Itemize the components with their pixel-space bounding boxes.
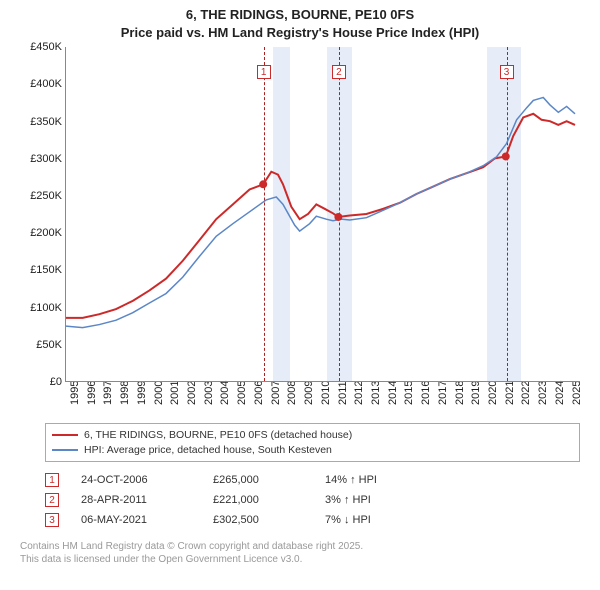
series-line	[66, 98, 575, 328]
y-axis-label: £100K	[20, 302, 62, 314]
sale-row: 1 24-OCT-2006 £265,000 14% ↑ HPI	[45, 470, 580, 490]
x-axis-label: 2023	[537, 381, 549, 405]
x-axis-label: 2014	[387, 381, 399, 405]
x-axis-label: 2017	[437, 381, 449, 405]
x-axis-label: 2021	[504, 381, 516, 405]
x-axis-label: 2019	[470, 381, 482, 405]
sale-delta: 7% ↓ HPI	[325, 514, 425, 526]
y-axis-label: £350K	[20, 116, 62, 128]
sale-row-number: 2	[45, 493, 59, 507]
legend-swatch	[52, 449, 78, 451]
sale-point	[502, 153, 510, 161]
title-line-1: 6, THE RIDINGS, BOURNE, PE10 0FS	[0, 6, 600, 24]
series-line	[66, 114, 575, 318]
x-axis-label: 2013	[370, 381, 382, 405]
x-axis-label: 1998	[119, 381, 131, 405]
x-axis-label: 2010	[320, 381, 332, 405]
y-axis-label: £50K	[20, 339, 62, 351]
x-axis-label: 2025	[571, 381, 583, 405]
footer-line-2: This data is licensed under the Open Gov…	[20, 553, 580, 566]
x-axis-label: 2004	[219, 381, 231, 405]
plot-area: 1 2 3	[65, 47, 580, 382]
x-axis-label: 2020	[487, 381, 499, 405]
sale-point	[334, 213, 342, 221]
x-axis-label: 2018	[454, 381, 466, 405]
sale-date: 06-MAY-2021	[81, 514, 191, 526]
x-axis-label: 1999	[136, 381, 148, 405]
y-axis-label: £200K	[20, 227, 62, 239]
x-axis-label: 2008	[286, 381, 298, 405]
sale-point	[259, 180, 267, 188]
sale-row-number: 1	[45, 473, 59, 487]
sale-row: 2 28-APR-2011 £221,000 3% ↑ HPI	[45, 490, 580, 510]
x-axis-label: 2009	[303, 381, 315, 405]
x-axis-label: 2015	[403, 381, 415, 405]
legend-row: 6, THE RIDINGS, BOURNE, PE10 0FS (detach…	[52, 428, 573, 443]
y-axis-label: £250K	[20, 190, 62, 202]
sale-delta: 3% ↑ HPI	[325, 494, 425, 506]
chart: £0 £50K £100K £150K £200K £250K £300K £350K £400…	[20, 47, 580, 417]
sale-row-number: 3	[45, 513, 59, 527]
legend-swatch	[52, 434, 78, 436]
y-axis-label: £300K	[20, 153, 62, 165]
x-axis-label: 1997	[102, 381, 114, 405]
x-axis-label: 2005	[236, 381, 248, 405]
sale-price: £265,000	[213, 474, 303, 486]
x-axis-label: 2022	[520, 381, 532, 405]
footer: Contains HM Land Registry data © Crown c…	[20, 540, 580, 566]
footer-line-1: Contains HM Land Registry data © Crown c…	[20, 540, 580, 553]
legend-row: HPI: Average price, detached house, Sout…	[52, 443, 573, 458]
sale-price: £221,000	[213, 494, 303, 506]
x-axis-label: 2001	[169, 381, 181, 405]
sale-marker-number: 3	[500, 65, 514, 79]
x-axis-label: 2002	[186, 381, 198, 405]
y-axis-label: £400K	[20, 78, 62, 90]
sale-marker-number: 2	[332, 65, 346, 79]
x-axis-label: 2006	[253, 381, 265, 405]
x-axis-label: 2000	[153, 381, 165, 405]
sale-row: 3 06-MAY-2021 £302,500 7% ↓ HPI	[45, 510, 580, 530]
x-axis-label: 1995	[69, 381, 81, 405]
sale-delta: 14% ↑ HPI	[325, 474, 425, 486]
legend: 6, THE RIDINGS, BOURNE, PE10 0FS (detach…	[45, 423, 580, 462]
y-axis-label: £450K	[20, 41, 62, 53]
legend-label: HPI: Average price, detached house, Sout…	[84, 443, 332, 458]
sale-marker-number: 1	[257, 65, 271, 79]
x-axis-label: 2024	[554, 381, 566, 405]
sale-date: 24-OCT-2006	[81, 474, 191, 486]
x-axis-label: 2011	[337, 381, 349, 405]
x-axis-label: 2007	[270, 381, 282, 405]
x-axis-label: 2012	[353, 381, 365, 405]
y-axis-label: £150K	[20, 264, 62, 276]
sale-date: 28-APR-2011	[81, 494, 191, 506]
x-axis-label: 1996	[86, 381, 98, 405]
y-axis-label: £0	[20, 376, 62, 388]
x-axis-label: 2016	[420, 381, 432, 405]
sale-price: £302,500	[213, 514, 303, 526]
title-line-2: Price paid vs. HM Land Registry's House …	[0, 24, 600, 42]
sales-table: 1 24-OCT-2006 £265,000 14% ↑ HPI 2 28-APR-201…	[45, 470, 580, 530]
legend-label: 6, THE RIDINGS, BOURNE, PE10 0FS (detach…	[84, 428, 352, 443]
chart-title-block: 6, THE RIDINGS, BOURNE, PE10 0FS Price p…	[0, 0, 600, 41]
x-axis-label: 2003	[203, 381, 215, 405]
